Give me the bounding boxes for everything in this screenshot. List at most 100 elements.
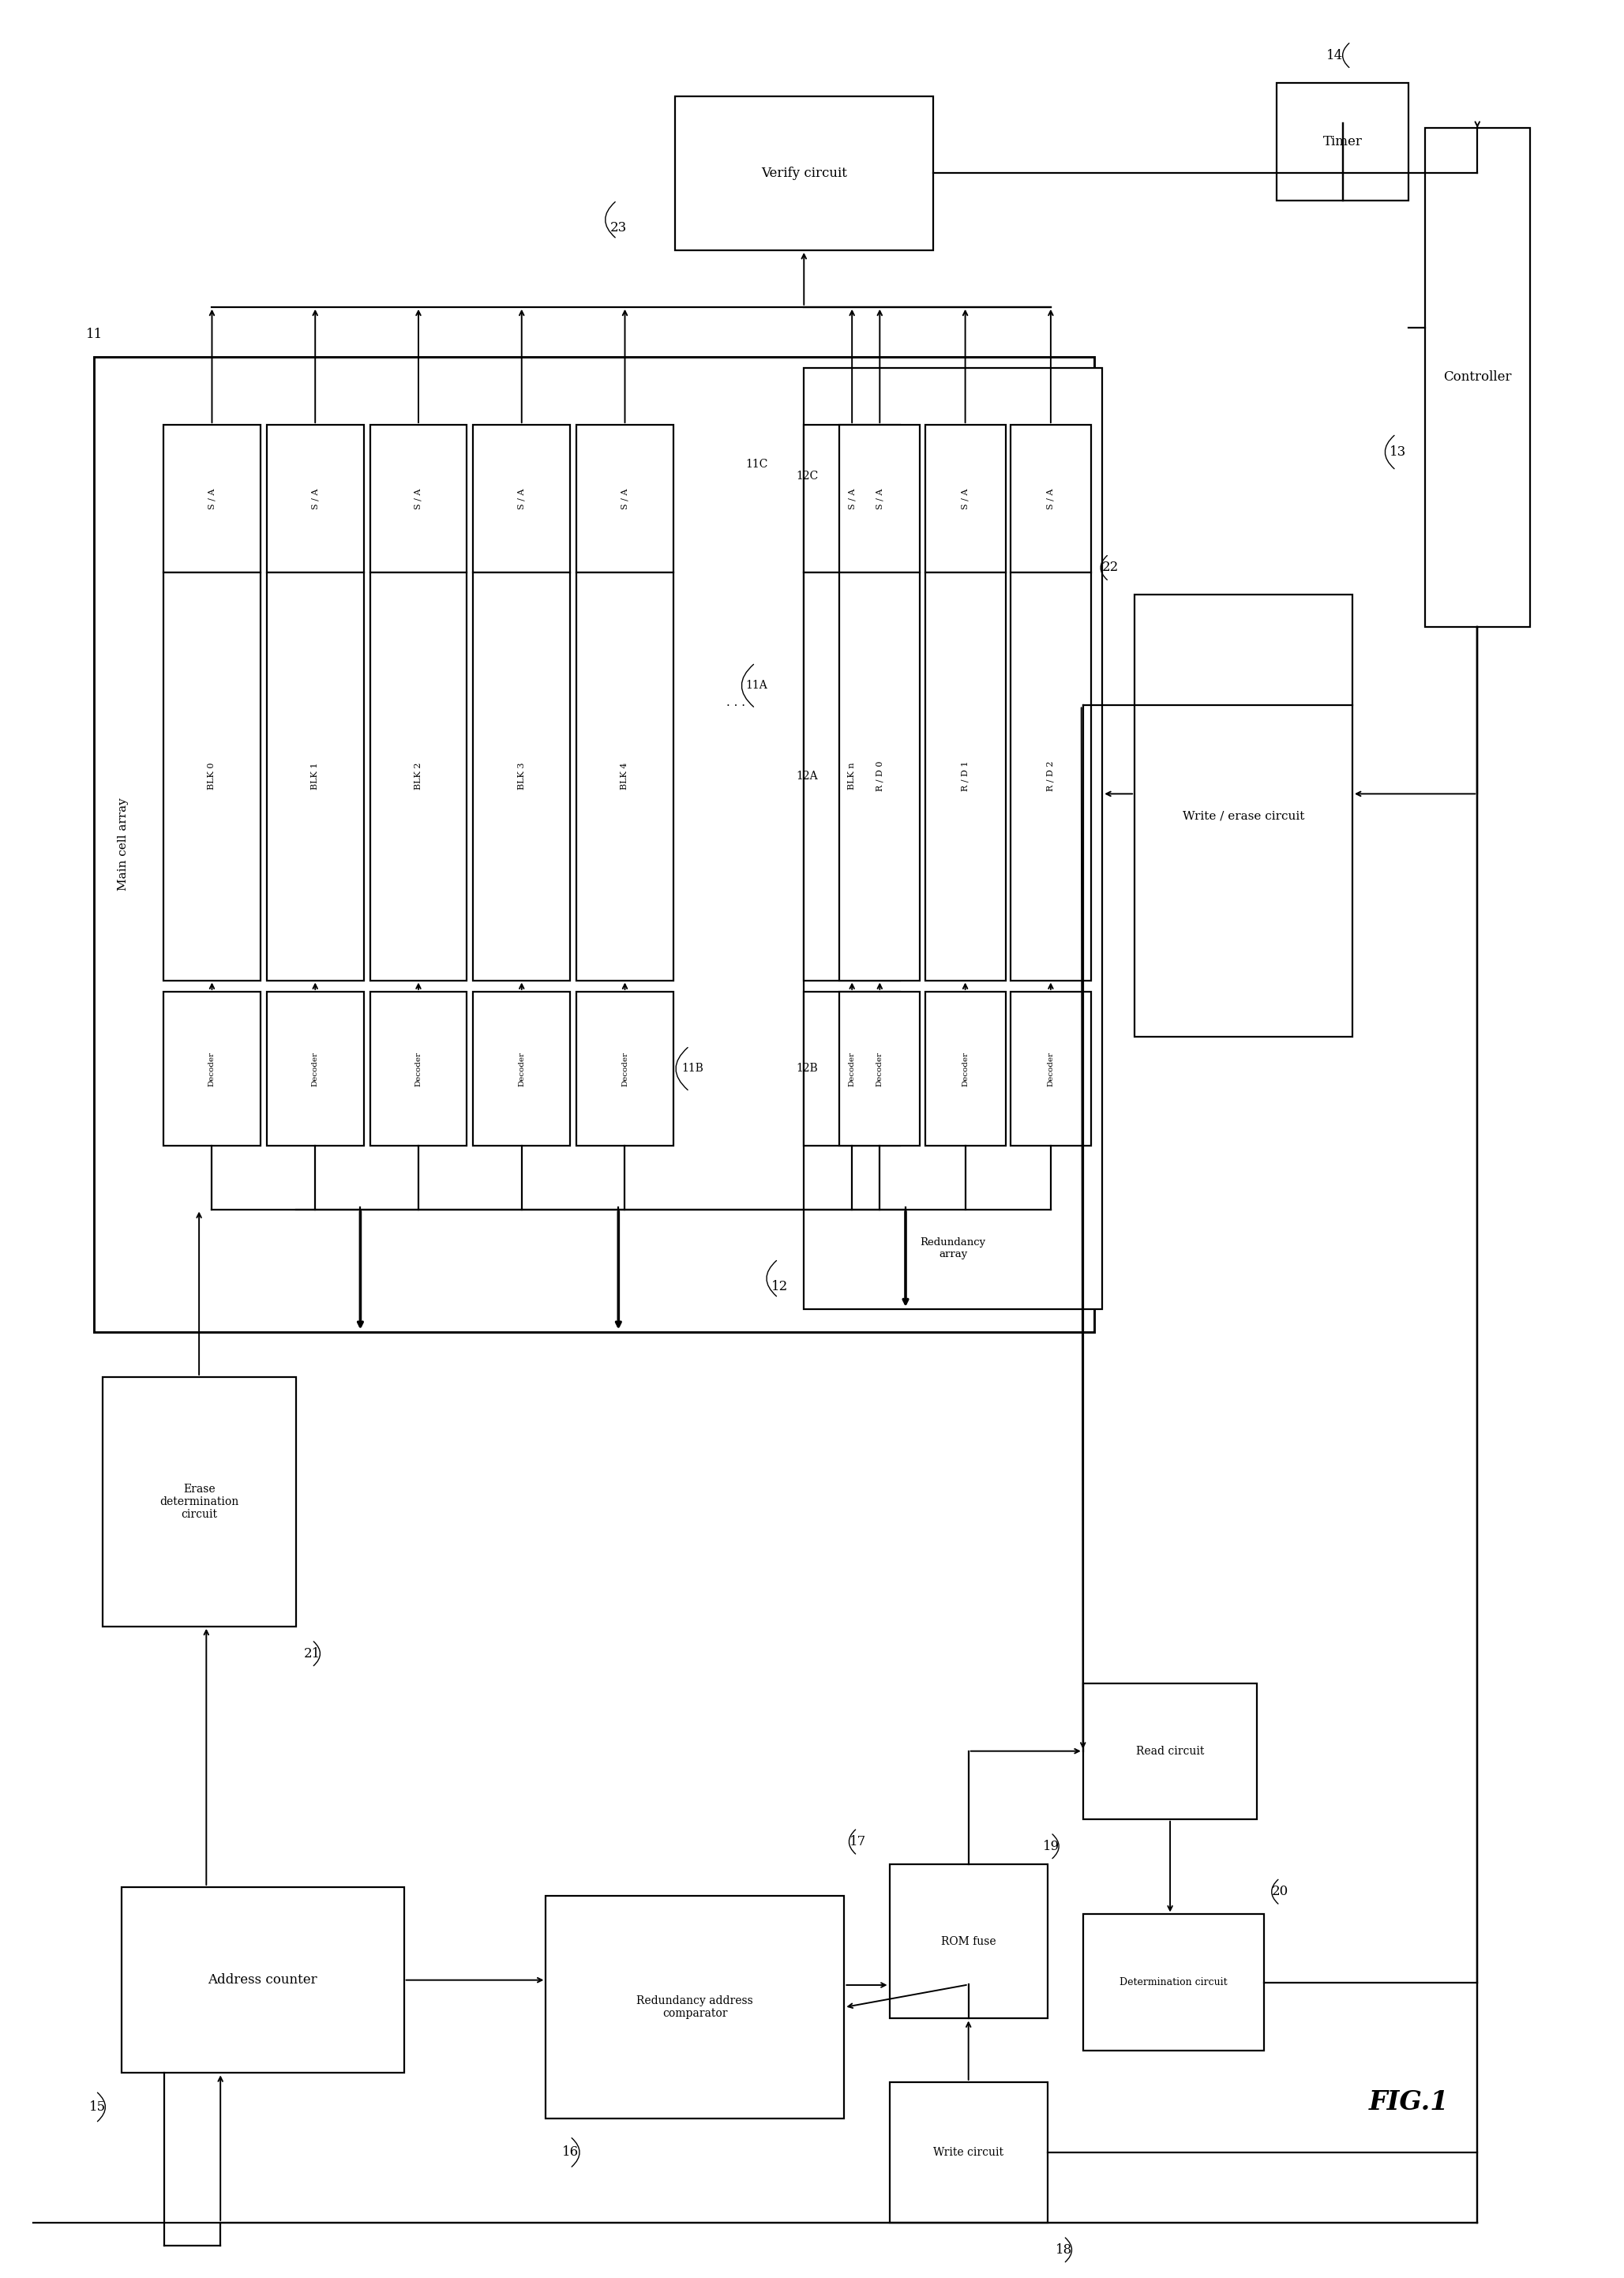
Bar — [370, 572, 466, 980]
Bar — [370, 991, 466, 1146]
Bar — [1083, 1683, 1257, 1820]
Text: Redundancy address
comparator: Redundancy address comparator — [637, 1996, 754, 2018]
Text: . . .: . . . — [726, 697, 745, 708]
Bar — [473, 991, 570, 1146]
Bar — [840, 991, 921, 1146]
Bar — [473, 426, 570, 572]
Text: 15: 15 — [89, 2100, 106, 2114]
Text: R / D 1: R / D 1 — [961, 761, 970, 790]
Text: 11B: 11B — [682, 1064, 703, 1075]
Text: ROM fuse: ROM fuse — [940, 1936, 996, 1948]
Bar — [1276, 82, 1410, 200]
Bar — [804, 369, 1103, 1310]
Bar — [804, 572, 900, 980]
Bar — [370, 426, 466, 572]
Bar — [1010, 426, 1091, 572]
Text: S / A: S / A — [208, 487, 216, 508]
Text: 11C: 11C — [745, 460, 768, 469]
Text: 16: 16 — [562, 2146, 578, 2160]
Bar — [1424, 128, 1530, 626]
Bar — [164, 572, 260, 980]
Text: S / A: S / A — [848, 487, 856, 508]
Text: 12C: 12C — [796, 469, 818, 481]
Text: R / D 0: R / D 0 — [875, 761, 883, 790]
Text: 14: 14 — [1327, 48, 1343, 62]
Bar — [577, 991, 674, 1146]
Text: BLK n: BLK n — [848, 763, 856, 790]
Text: BLK 4: BLK 4 — [620, 763, 628, 790]
Text: S / A: S / A — [518, 487, 526, 508]
Text: Decoder: Decoder — [414, 1052, 422, 1087]
Text: S / A: S / A — [961, 487, 970, 508]
Text: Erase
determination
circuit: Erase determination circuit — [159, 1483, 239, 1519]
Text: R / D 2: R / D 2 — [1047, 761, 1054, 790]
Text: Write / erase circuit: Write / erase circuit — [1182, 811, 1304, 822]
Text: Determination circuit: Determination circuit — [1119, 1977, 1228, 1986]
Bar — [577, 572, 674, 980]
Bar — [164, 426, 260, 572]
Bar — [94, 358, 1095, 1333]
Text: 12: 12 — [771, 1280, 788, 1294]
Text: Decoder: Decoder — [518, 1052, 525, 1087]
Bar — [926, 572, 1005, 980]
Bar — [122, 1886, 404, 2073]
Text: S / A: S / A — [875, 487, 883, 508]
Bar — [890, 1863, 1047, 2018]
Text: Controller: Controller — [1444, 371, 1512, 385]
Text: BLK 2: BLK 2 — [414, 763, 422, 790]
Text: 11: 11 — [86, 328, 102, 342]
Text: S / A: S / A — [414, 487, 422, 508]
Bar — [577, 426, 674, 572]
Text: 21: 21 — [304, 1647, 320, 1661]
Text: Write circuit: Write circuit — [934, 2146, 1004, 2157]
Text: Decoder: Decoder — [312, 1052, 318, 1087]
Bar — [1010, 572, 1091, 980]
Text: 19: 19 — [1043, 1841, 1059, 1852]
Text: 18: 18 — [1056, 2244, 1072, 2257]
Text: Decoder: Decoder — [877, 1052, 883, 1087]
Text: BLK 3: BLK 3 — [518, 763, 526, 790]
Text: Address counter: Address counter — [208, 1973, 317, 1986]
Bar — [266, 991, 364, 1146]
Text: S / A: S / A — [620, 487, 628, 508]
Bar — [1010, 991, 1091, 1146]
Bar — [676, 96, 932, 251]
Text: FIG.1: FIG.1 — [1369, 2089, 1449, 2116]
Bar — [840, 426, 921, 572]
Bar — [102, 1376, 296, 1626]
Text: BLK 0: BLK 0 — [208, 763, 216, 790]
Bar — [546, 1895, 844, 2119]
Text: S / A: S / A — [312, 487, 320, 508]
Text: S / A: S / A — [1047, 487, 1054, 508]
Text: Main cell array: Main cell array — [117, 797, 128, 891]
Bar — [926, 426, 1005, 572]
Bar — [840, 572, 921, 980]
Text: 23: 23 — [611, 221, 627, 235]
Text: Verify circuit: Verify circuit — [762, 166, 846, 180]
Bar — [473, 572, 570, 980]
Bar — [1083, 1914, 1263, 2050]
Bar — [266, 426, 364, 572]
Bar — [1135, 595, 1353, 1036]
Text: Decoder: Decoder — [208, 1052, 216, 1087]
Bar — [926, 991, 1005, 1146]
Text: BLK 1: BLK 1 — [312, 763, 320, 790]
Text: 20: 20 — [1272, 1884, 1288, 1898]
Text: Decoder: Decoder — [848, 1052, 856, 1087]
Bar — [890, 2082, 1047, 2223]
Text: Decoder: Decoder — [1047, 1052, 1054, 1087]
Bar — [266, 572, 364, 980]
Bar — [804, 426, 900, 572]
Text: 22: 22 — [1103, 560, 1119, 574]
Text: 12B: 12B — [796, 1064, 818, 1075]
Bar — [804, 991, 900, 1146]
Text: Redundancy
array: Redundancy array — [921, 1237, 986, 1260]
Text: Decoder: Decoder — [961, 1052, 970, 1087]
Text: 11A: 11A — [745, 681, 768, 690]
Text: Timer: Timer — [1324, 134, 1363, 148]
Text: Decoder: Decoder — [622, 1052, 628, 1087]
Text: 17: 17 — [849, 1836, 866, 1847]
Text: 12A: 12A — [796, 770, 817, 781]
Text: Read circuit: Read circuit — [1137, 1745, 1203, 1756]
Text: 13: 13 — [1390, 446, 1406, 458]
